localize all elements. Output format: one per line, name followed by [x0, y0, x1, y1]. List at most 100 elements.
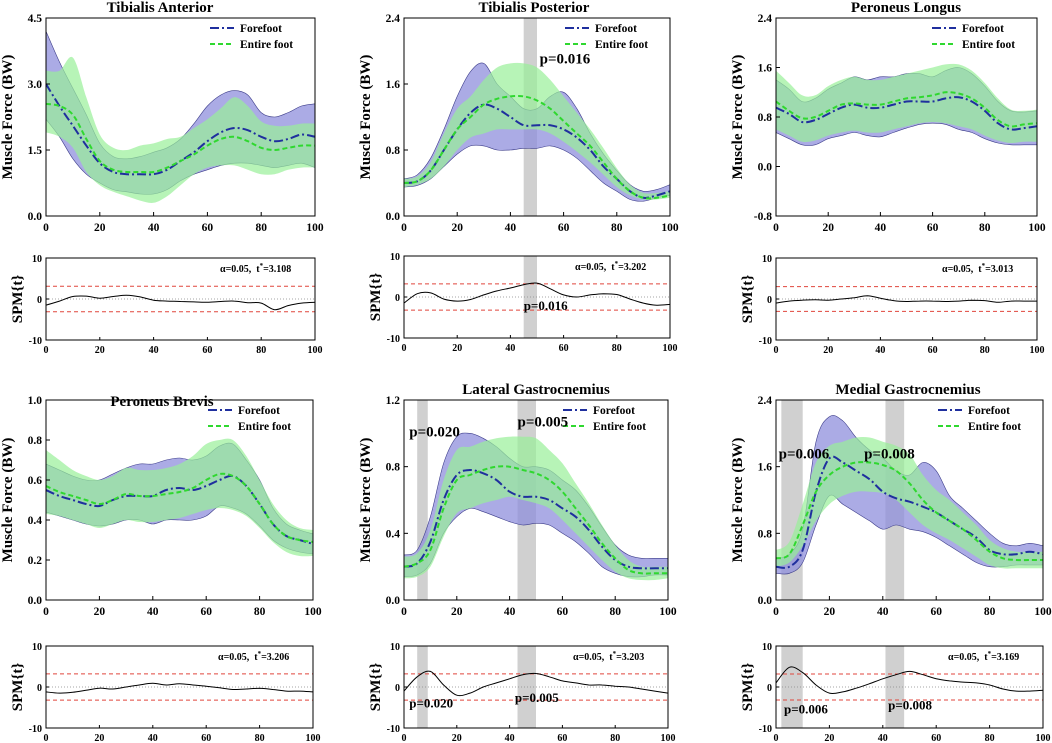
spm-x-tick-label: 60	[928, 345, 938, 356]
spm-significance-region	[781, 646, 803, 728]
spm-y-axis-label: SPM{t}	[740, 275, 756, 324]
spm-x-tick-label: 60	[931, 733, 941, 743]
spm-x-tick-label: 80	[612, 343, 622, 354]
x-tick-label: 40	[147, 606, 159, 618]
x-tick-label: 20	[822, 222, 834, 234]
x-tick-label: 80	[984, 606, 996, 618]
y-axis-label: Muscle Force (BW)	[730, 55, 746, 180]
x-tick-label: 100	[1034, 606, 1052, 618]
spm-y-tick-label: 10	[762, 642, 772, 653]
spm-y-tick-label: -10	[29, 724, 42, 735]
legend-forefoot-label: Forefoot	[595, 23, 637, 35]
spm-x-tick-label: 0	[44, 345, 49, 356]
entire-foot-mean-line	[46, 472, 313, 543]
spm-x-tick-label: 0	[402, 733, 407, 743]
x-tick-label: 80	[254, 606, 266, 618]
x-tick-label: 40	[877, 606, 889, 618]
x-tick-label: 0	[773, 606, 779, 618]
entire-foot-mean-line	[404, 465, 668, 575]
spm-x-tick-label: 20	[824, 733, 834, 743]
spm-y-tick-label: 10	[32, 642, 42, 653]
y-tick-label: 2.4	[386, 13, 401, 25]
x-tick-label: 20	[451, 606, 463, 618]
x-tick-label: 100	[304, 606, 322, 618]
legend-forefoot-label: Forefoot	[238, 405, 280, 417]
plot-frame	[403, 17, 671, 217]
panel-3: Peroneus Longus -0.8 0.0 0.8 1.6 2.4 0 20 40 60 80…	[730, 0, 1046, 234]
x-tick-label: 40	[875, 222, 887, 234]
spm-threshold-annotation: α=0.05, t*=3.202	[575, 260, 646, 273]
spm-t-curve	[404, 282, 670, 306]
x-tick-label: 0	[401, 222, 407, 234]
legend-entire-foot-label: Entire foot	[240, 39, 293, 51]
spm-x-tick-label: 100	[663, 343, 678, 354]
x-tick-label: 60	[202, 222, 214, 234]
y-tick-label: 0.4	[386, 528, 401, 540]
x-tick-label: 80	[979, 222, 991, 234]
legend-entire-foot-label: Entire foot	[962, 39, 1015, 51]
forefoot-mean-line	[776, 455, 1043, 569]
spm-y-axis-label: SPM{t}	[10, 663, 26, 712]
legend-entire-foot-label: Entire foot	[595, 39, 648, 51]
spm-x-tick-label: 60	[559, 343, 569, 354]
forefoot-mean-line	[776, 96, 1037, 131]
y-axis-label: Muscle Force (BW)	[0, 438, 16, 563]
plot-frame	[775, 399, 1044, 601]
y-tick-label: 0.6	[28, 475, 43, 487]
spm-x-tick-label: 20	[452, 343, 462, 354]
spm-threshold-annotation: α=0.05, t*=3.108	[220, 262, 291, 275]
spm-y-axis-label: SPM{t}	[368, 273, 384, 322]
y-tick-label: 0.0	[758, 595, 773, 607]
panel-title: Lateral Gastrocnemius	[462, 382, 610, 398]
legend: Forefoot Entire foot	[932, 23, 1015, 51]
legend-forefoot-label: Forefoot	[240, 23, 282, 35]
x-tick-label: 20	[451, 222, 463, 234]
entire-foot-mean-line	[776, 461, 1043, 562]
p-value-label: p=0.016	[540, 51, 591, 67]
spm-threshold-annotation: α=0.05, t*=3.206	[218, 650, 289, 663]
legend: Forefoot Entire foot	[565, 23, 648, 51]
y-tick-label: 4.5	[28, 13, 43, 25]
y-tick-label: 0.8	[758, 528, 773, 540]
y-tick-label: 1.6	[386, 79, 401, 91]
spm-x-tick-label: 80	[980, 345, 990, 356]
spm-y-tick-label: 10	[762, 254, 772, 265]
spm-t-curve	[46, 682, 313, 694]
plot-frame	[45, 17, 316, 217]
spm-t-curve	[46, 294, 315, 311]
y-axis-label: Muscle Force (BW)	[0, 55, 16, 180]
spm-y-tick-label: 10	[390, 642, 400, 653]
spm-y-axis-label: SPM{t}	[740, 663, 756, 712]
spm-x-tick-label: 20	[94, 733, 104, 743]
y-tick-label: 0.0	[28, 595, 43, 607]
spm-p-value-label: p=0.005	[515, 690, 559, 705]
p-value-label: p=0.008	[864, 446, 915, 462]
y-tick-label: 2.4	[758, 395, 773, 407]
legend-forefoot-label: Forefoot	[593, 405, 635, 417]
y-tick-label: 0.2	[28, 555, 43, 567]
y-tick-label: 0.8	[758, 112, 773, 124]
spm-y-tick-label: 0	[395, 293, 400, 304]
spm-x-tick-label: 80	[256, 345, 266, 356]
spm-x-tick-label: 80	[985, 733, 995, 743]
x-tick-label: 80	[609, 606, 621, 618]
spm-y-axis-label: SPM{t}	[368, 663, 384, 712]
x-tick-label: 40	[504, 606, 516, 618]
p-value-label: p=0.020	[409, 425, 460, 441]
x-tick-label: 40	[148, 222, 160, 234]
y-tick-label: 0.8	[386, 145, 401, 157]
spm-t-curve	[776, 666, 1043, 695]
spm-y-tick-label: -10	[759, 336, 772, 347]
x-tick-label: 20	[94, 222, 106, 234]
spm-y-tick-label: 10	[390, 252, 400, 263]
legend-forefoot-label: Forefoot	[962, 23, 1004, 35]
plot-frame	[403, 399, 669, 601]
panel-4: Peroneus Brevis 0.0 0.2 0.4 0.6 0.8 1.0 0 20 40 60…	[0, 394, 322, 618]
spm-threshold-annotation: α=0.05, t*=3.013	[942, 262, 1013, 275]
y-tick-label: 0.0	[386, 211, 401, 223]
x-tick-label: 60	[930, 606, 942, 618]
spm-x-tick-label: 80	[610, 733, 620, 743]
